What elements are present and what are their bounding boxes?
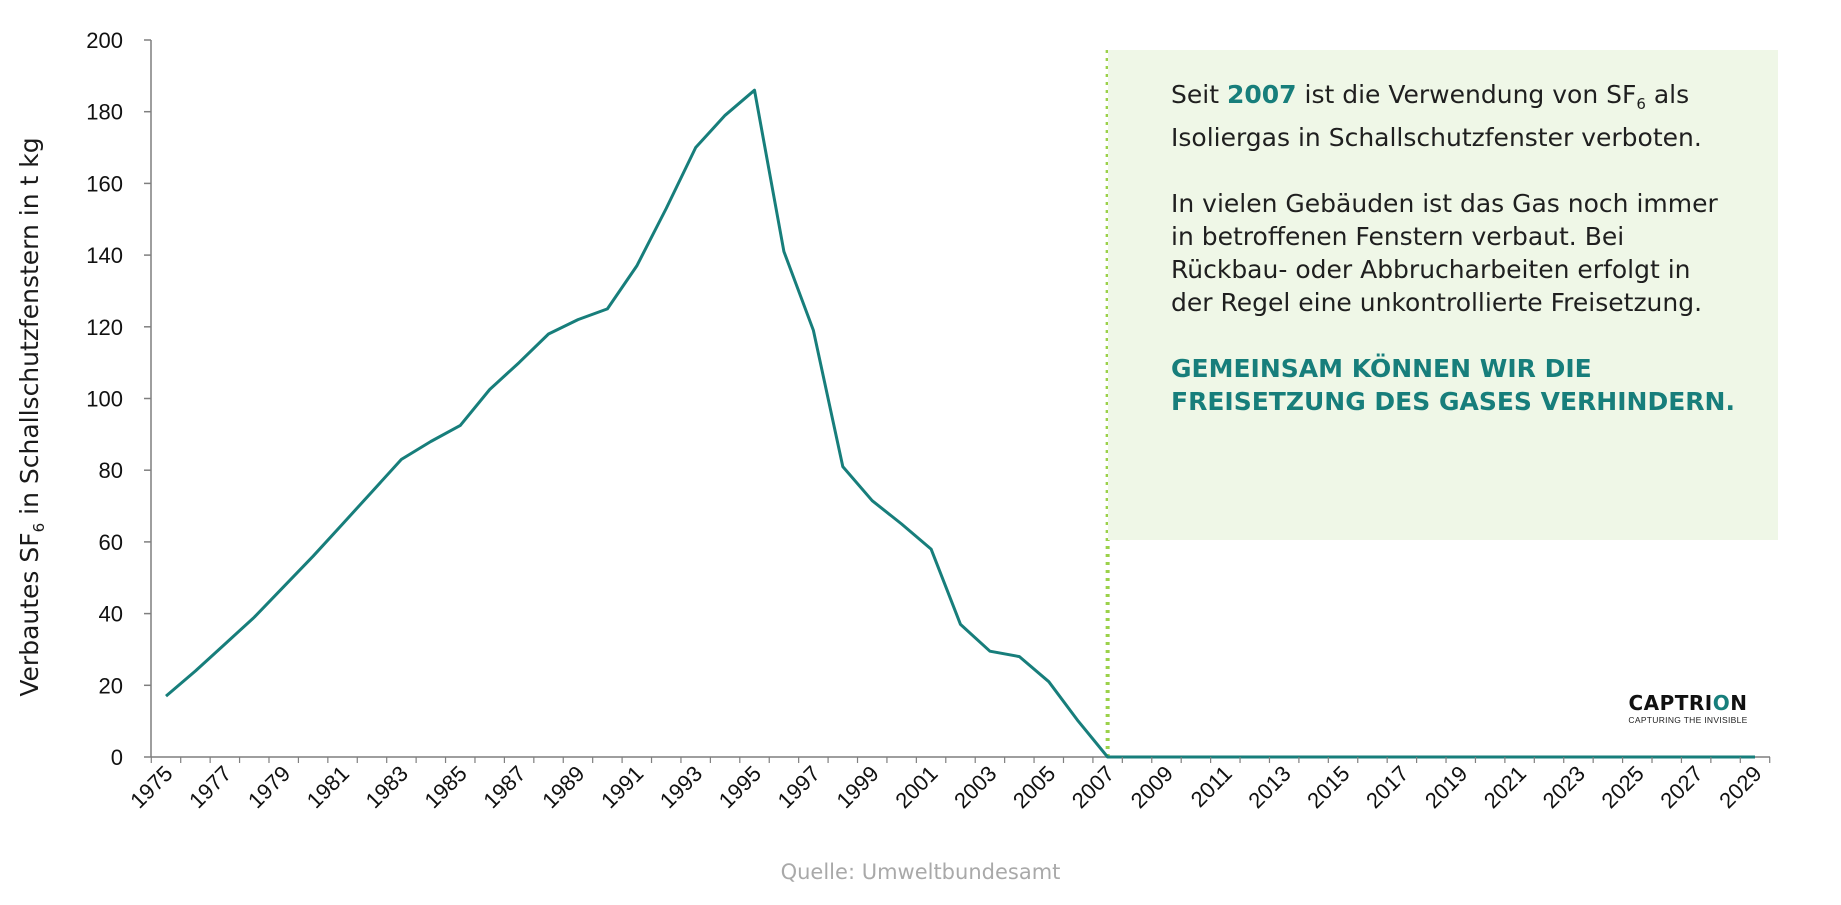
- x-tick-label: 2001: [890, 761, 942, 813]
- logo-wordmark: CAPTRION: [1628, 691, 1748, 715]
- y-tick-label: 20: [99, 673, 123, 698]
- x-tick-label: 2017: [1361, 761, 1413, 813]
- x-tick-label: 2025: [1597, 761, 1649, 813]
- captrion-logo: CAPTRION CAPTURING THE INVISIBLE: [1618, 692, 1758, 726]
- x-tick-label: 2007: [1067, 761, 1119, 813]
- x-tick-label: 1989: [537, 761, 589, 813]
- x-tick-label: 1977: [184, 761, 236, 813]
- source-note: Quelle: Umweltbundesamt: [780, 860, 1061, 884]
- x-tick-label: 1987: [478, 761, 530, 813]
- y-tick-label: 80: [99, 458, 123, 483]
- x-tick-label: 2003: [949, 761, 1001, 813]
- x-tick-label: 2015: [1302, 761, 1354, 813]
- y-tick-label: 200: [86, 28, 123, 53]
- x-tick-label: 1997: [773, 761, 825, 813]
- ban-statement: Seit 2007 ist die Verwendung von SF6 als…: [1171, 80, 1702, 152]
- y-tick-label: 160: [86, 171, 123, 196]
- x-tick-label: 1995: [714, 761, 766, 813]
- x-tick-label: 1983: [361, 761, 413, 813]
- info-callout-box: Seit 2007 ist die Verwendung von SF6 als…: [1108, 50, 1778, 540]
- y-tick-label: 0: [111, 745, 123, 770]
- x-tick-label: 1991: [596, 761, 648, 813]
- x-tick-label: 1979: [243, 761, 295, 813]
- y-axis-label: Verbautes SF6 in Schallschutzfenstern in…: [15, 137, 48, 696]
- x-tick-label: 1981: [302, 761, 354, 813]
- sf6-series-line: [165, 88, 1755, 759]
- logo-tagline: CAPTURING THE INVISIBLE: [1628, 715, 1748, 725]
- y-tick-label: 100: [86, 387, 123, 412]
- x-tick-label: 2019: [1420, 761, 1472, 813]
- x-tick-label: 2013: [1243, 761, 1295, 813]
- x-tick-label: 1999: [831, 761, 883, 813]
- y-tick-label: 60: [99, 530, 123, 555]
- x-tick-label: 2029: [1714, 761, 1766, 813]
- ban-year: 2007: [1226, 80, 1297, 109]
- call-to-action: GEMEINSAM KÖNNEN WIR DIE FREISETZUNG DES…: [1171, 354, 1735, 416]
- x-tick-label: 2011: [1186, 761, 1237, 812]
- x-tick-label: 2005: [1008, 761, 1060, 813]
- x-tick-label: 2009: [1126, 761, 1178, 813]
- y-tick-label: 140: [86, 243, 123, 268]
- x-tick-label: 2027: [1655, 761, 1707, 813]
- release-explanation: In vielen Gebäuden ist das Gas noch imme…: [1171, 189, 1718, 317]
- x-tick-label: 1975: [125, 761, 177, 813]
- x-tick-label: 1985: [420, 761, 472, 813]
- y-tick-label: 180: [86, 100, 123, 125]
- x-tick-label: 2021: [1479, 761, 1531, 813]
- y-tick-label: 120: [86, 315, 123, 340]
- x-tick-label: 2023: [1538, 761, 1590, 813]
- y-tick-label: 40: [99, 602, 123, 627]
- x-tick-label: 1993: [655, 761, 707, 813]
